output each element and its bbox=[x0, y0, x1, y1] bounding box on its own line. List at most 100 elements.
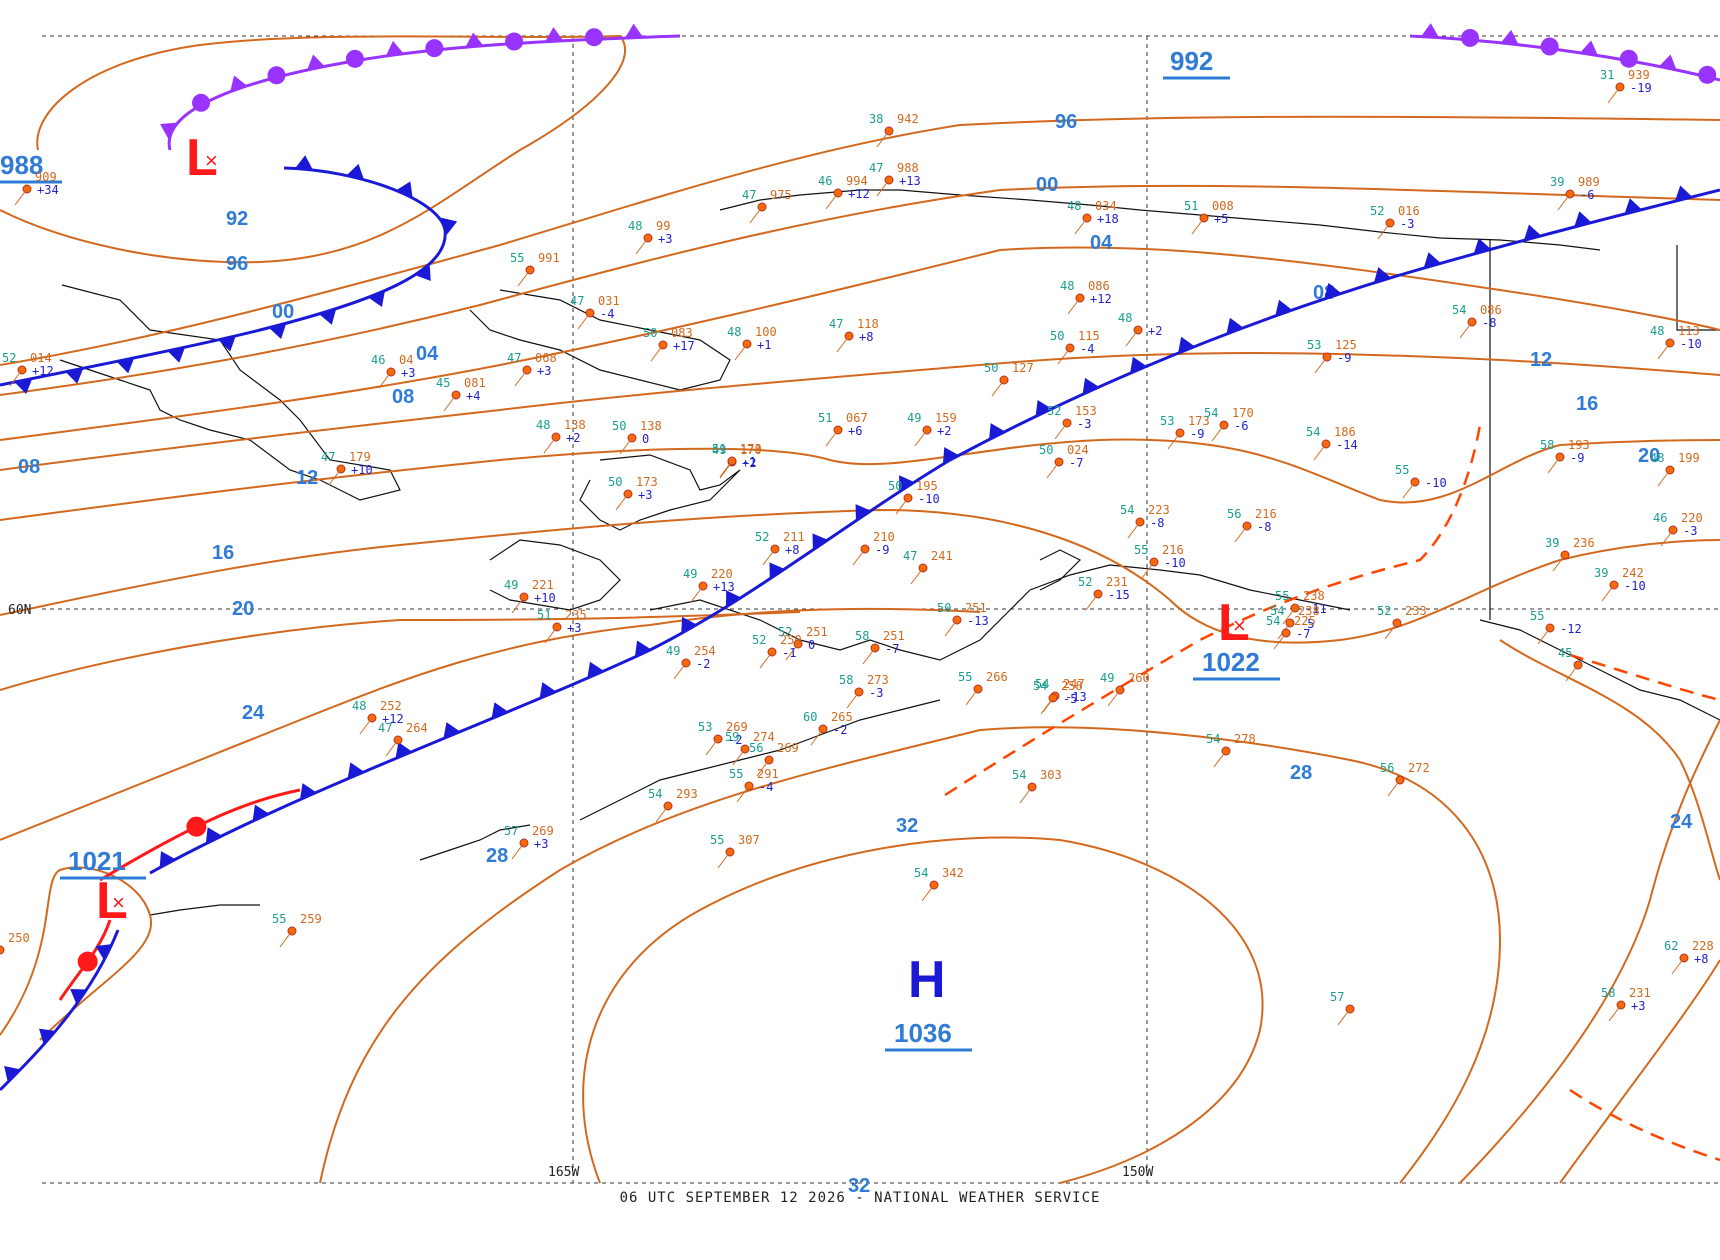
front-triangle bbox=[299, 783, 317, 800]
station-temperature: 49 bbox=[666, 644, 680, 658]
station-plot: 54 170-6 bbox=[1204, 406, 1254, 442]
front-triangle bbox=[1473, 238, 1492, 255]
station-pressure-change: -9 bbox=[1337, 351, 1351, 365]
cold-front-south bbox=[0, 929, 120, 1092]
station-plot: 47 031-4 bbox=[570, 294, 620, 330]
front-triangle bbox=[1035, 399, 1052, 417]
wind-barb bbox=[543, 436, 557, 454]
station-temperature: 58 bbox=[1601, 986, 1615, 1000]
station-temperature: 48 bbox=[727, 325, 741, 339]
station-pressure: 303 bbox=[1040, 768, 1062, 782]
station-temperature: 50 bbox=[608, 475, 622, 489]
front-triangle bbox=[1420, 23, 1439, 38]
station-pressure-change: -10 bbox=[1624, 579, 1646, 593]
station-pressure-change: -6 bbox=[1234, 419, 1248, 433]
station-temperature: 56 bbox=[1380, 761, 1394, 775]
pressure-992: 992 bbox=[1170, 46, 1213, 76]
front-triangle bbox=[395, 742, 413, 759]
station-temperature: 39 bbox=[1545, 536, 1559, 550]
station-temperature: 50 bbox=[1039, 443, 1053, 457]
station-plot: 55 307 bbox=[710, 833, 760, 869]
isobar-label: 96 bbox=[1055, 111, 1077, 133]
station-pressure-change: +12 bbox=[1090, 292, 1112, 306]
front-triangle bbox=[1574, 211, 1592, 228]
station-temperature: 54 bbox=[1452, 303, 1466, 317]
station-pressure: 269 bbox=[777, 741, 799, 755]
low-center-988: L × 988 bbox=[0, 129, 218, 187]
front-triangle bbox=[634, 640, 652, 658]
station-temperature: 55 bbox=[1275, 589, 1289, 603]
front-triangle bbox=[385, 40, 404, 56]
station-plot: 53 269-2 bbox=[698, 720, 748, 756]
station-pressure: 153 bbox=[1075, 404, 1097, 418]
station-plot: 50 127 bbox=[984, 361, 1034, 397]
wind-barb bbox=[619, 437, 633, 455]
station-plot: 58 273-3 bbox=[839, 673, 889, 709]
front-triangle bbox=[587, 661, 604, 679]
station-temperature: 50 bbox=[888, 479, 902, 493]
front-triangle bbox=[681, 616, 697, 634]
wind-barb bbox=[1019, 786, 1033, 804]
station-pressure: 220 bbox=[1681, 511, 1703, 525]
station-plot: 51 008+5 bbox=[1184, 199, 1234, 235]
front-triangle bbox=[116, 357, 135, 374]
wind-barb bbox=[1127, 521, 1141, 539]
station-temperature: 55 bbox=[1530, 609, 1544, 623]
wind-barb bbox=[1273, 632, 1287, 650]
wind-barb bbox=[762, 548, 776, 566]
wind-barb bbox=[895, 497, 909, 515]
station-plot: 31 939-19 bbox=[1600, 68, 1652, 104]
lon-165w-label: 165W bbox=[548, 1165, 579, 1180]
station-pressure: 170 bbox=[1232, 406, 1254, 420]
station-pressure: 083 bbox=[671, 326, 693, 340]
station-pressure: 113 bbox=[1678, 324, 1700, 338]
station-plot: 48 99+3 bbox=[628, 219, 672, 255]
wind-barb bbox=[1537, 627, 1551, 645]
station-pressure-change: -1 bbox=[782, 646, 796, 660]
station-temperature: 47 bbox=[742, 188, 756, 202]
station-pressure: 272 bbox=[1408, 761, 1430, 775]
wind-barb bbox=[1565, 664, 1579, 682]
front-triangle bbox=[218, 335, 236, 352]
wind-barb bbox=[1213, 750, 1227, 768]
wind-barb bbox=[1141, 561, 1155, 579]
station-plot: 47 118+8 bbox=[829, 317, 879, 353]
station-pressure: 016 bbox=[1398, 204, 1420, 218]
station-temperature: 54 bbox=[1270, 604, 1284, 618]
station-temperature: 48 bbox=[352, 699, 366, 713]
front-triangle bbox=[942, 447, 959, 464]
front-triangle bbox=[899, 475, 915, 492]
station-plot: 909+34 bbox=[14, 170, 59, 206]
wind-barb bbox=[910, 567, 924, 585]
station-pressure-change: +17 bbox=[673, 339, 695, 353]
station-pressure: 221 bbox=[532, 578, 554, 592]
station-pressure: 138 bbox=[640, 419, 662, 433]
isobar-label: 12 bbox=[296, 467, 318, 489]
station-pressure: 173 bbox=[636, 475, 658, 489]
station-pressure: 081 bbox=[464, 376, 486, 390]
station-plot: 46 04+3 bbox=[371, 353, 415, 389]
station-pressure-change: +3 bbox=[567, 621, 581, 635]
front-triangle bbox=[396, 181, 413, 198]
station-plot: 52 014+12 bbox=[2, 351, 54, 387]
station-plot: 55 291-4 bbox=[729, 767, 779, 803]
occluded-front bbox=[167, 34, 681, 151]
station-pressure: 216 bbox=[1255, 507, 1277, 521]
station-temperature: 46 bbox=[1653, 511, 1667, 525]
station-plot: 52 016-3 bbox=[1370, 204, 1420, 240]
wind-barb bbox=[1211, 424, 1225, 442]
map-footer: 06 UTC SEPTEMBER 12 2026 - NATIONAL WEAT… bbox=[619, 1190, 1101, 1206]
station-temperature: 49 bbox=[1100, 671, 1114, 685]
front-triangle bbox=[95, 944, 113, 961]
station-temperature: 51 bbox=[712, 442, 726, 456]
station-pressure: 269 bbox=[726, 720, 748, 734]
front-triangle bbox=[347, 762, 365, 779]
front-triangle bbox=[465, 32, 484, 48]
front-triangle bbox=[65, 368, 84, 384]
front-triangle bbox=[160, 122, 177, 139]
station-plot: 50 195-10 bbox=[888, 479, 940, 515]
station-pressure: 100 bbox=[755, 325, 777, 339]
station-pressure-change: +8 bbox=[859, 330, 873, 344]
